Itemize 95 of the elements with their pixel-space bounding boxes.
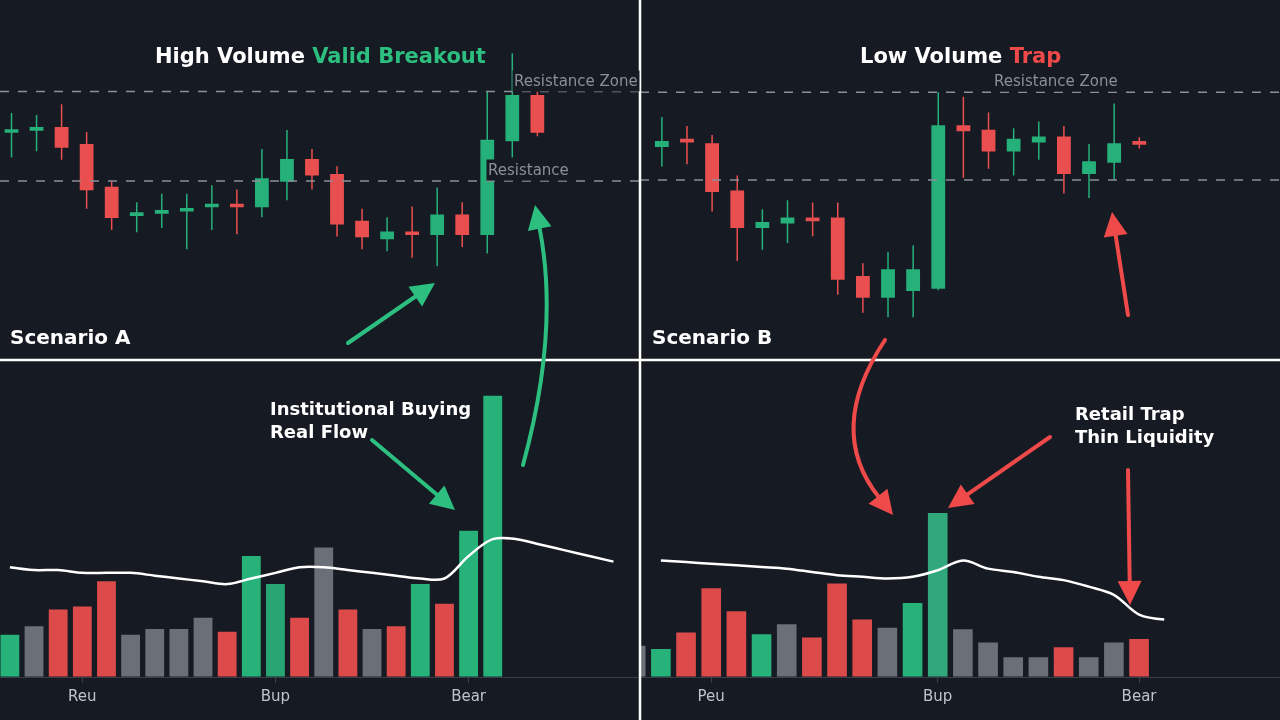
candlestick xyxy=(255,148,269,219)
candlestick xyxy=(54,103,69,161)
candlestick xyxy=(931,91,946,292)
ref-line-label: Resistance Zone xyxy=(994,72,1118,90)
bar xyxy=(651,648,671,677)
x-tick-label: Bear xyxy=(1121,686,1158,705)
bar xyxy=(701,588,722,677)
candlestick xyxy=(830,201,845,296)
bar xyxy=(145,629,165,677)
candlestick xyxy=(29,114,44,152)
bar xyxy=(24,626,44,677)
bar xyxy=(338,609,358,677)
candlestick xyxy=(956,96,971,179)
candlestick xyxy=(855,262,870,314)
candlestick xyxy=(1031,120,1046,161)
bar xyxy=(1003,657,1024,677)
x-tick-label: Bup xyxy=(260,686,291,705)
bar xyxy=(1104,642,1124,677)
candlestick xyxy=(179,193,194,250)
candlestick xyxy=(455,201,470,248)
bar xyxy=(362,629,382,677)
candlestick xyxy=(330,165,344,238)
bar xyxy=(386,626,406,677)
candlestick xyxy=(129,201,144,233)
x-tick-label: Bup xyxy=(923,686,953,705)
candlestick xyxy=(355,207,369,250)
text: Scenario A xyxy=(10,325,131,349)
bar xyxy=(314,547,334,677)
candlestick xyxy=(430,186,445,267)
bar xyxy=(827,583,847,677)
bar xyxy=(290,617,310,677)
candlestick xyxy=(154,193,169,229)
candlestick xyxy=(104,180,119,231)
bar xyxy=(751,634,772,677)
bar xyxy=(435,603,454,677)
bar xyxy=(676,632,696,677)
candlestick xyxy=(881,251,895,319)
bar xyxy=(726,611,747,677)
bar xyxy=(978,642,998,677)
candlestick xyxy=(305,148,319,191)
bar xyxy=(193,617,213,677)
candlestick xyxy=(755,208,770,251)
bar xyxy=(953,629,973,677)
bar xyxy=(266,584,285,677)
candlestick xyxy=(79,131,94,210)
x-tick-label: Peu xyxy=(697,686,725,705)
candlestick xyxy=(1006,127,1021,177)
candlestick xyxy=(705,134,720,213)
x-tick-label: Bear xyxy=(451,686,487,705)
x-tick-label: Reu xyxy=(68,686,97,705)
chart-title: Low Volume Trap xyxy=(860,44,1062,68)
bar xyxy=(217,631,237,677)
candlestick xyxy=(780,199,795,244)
candlestick xyxy=(680,125,694,166)
bar xyxy=(48,609,68,677)
bar xyxy=(1129,639,1149,677)
candlestick xyxy=(405,205,420,259)
candlestick xyxy=(906,244,921,319)
bar xyxy=(0,634,20,677)
bar xyxy=(483,395,503,677)
bar xyxy=(1028,657,1049,677)
candlestick xyxy=(530,90,545,138)
candlestick xyxy=(1132,136,1147,150)
candlestick xyxy=(229,188,244,236)
candlestick xyxy=(280,129,294,201)
bar xyxy=(802,637,822,677)
bar xyxy=(776,624,797,677)
bar xyxy=(852,619,873,677)
bar xyxy=(877,627,898,677)
bar xyxy=(927,512,948,677)
bar xyxy=(459,530,479,677)
candlestick xyxy=(380,216,394,253)
bar xyxy=(241,556,261,677)
candlestick xyxy=(1057,125,1071,195)
bar xyxy=(121,634,141,677)
text: Retail Trap Thin Liquidity xyxy=(1075,403,1215,448)
chart-title: High Volume Valid Breakout xyxy=(155,44,486,68)
ref-line-label: Resistance Zone xyxy=(514,72,638,90)
ref-line-label: Resistance xyxy=(488,161,569,179)
bar xyxy=(902,603,923,677)
candlestick xyxy=(981,111,996,170)
bar xyxy=(1053,647,1074,677)
bar xyxy=(410,584,430,677)
candlestick xyxy=(1107,102,1122,181)
bar xyxy=(1078,657,1099,677)
bar xyxy=(72,606,92,677)
bar xyxy=(169,629,189,677)
candlestick xyxy=(1082,143,1096,199)
candlestick xyxy=(204,184,219,231)
candlestick xyxy=(730,174,745,262)
annotation: Institutional Buying Real Flow xyxy=(270,398,472,443)
text: Scenario B xyxy=(652,325,773,349)
bar xyxy=(97,581,116,677)
candlestick xyxy=(4,112,19,159)
candlestick xyxy=(654,116,669,168)
